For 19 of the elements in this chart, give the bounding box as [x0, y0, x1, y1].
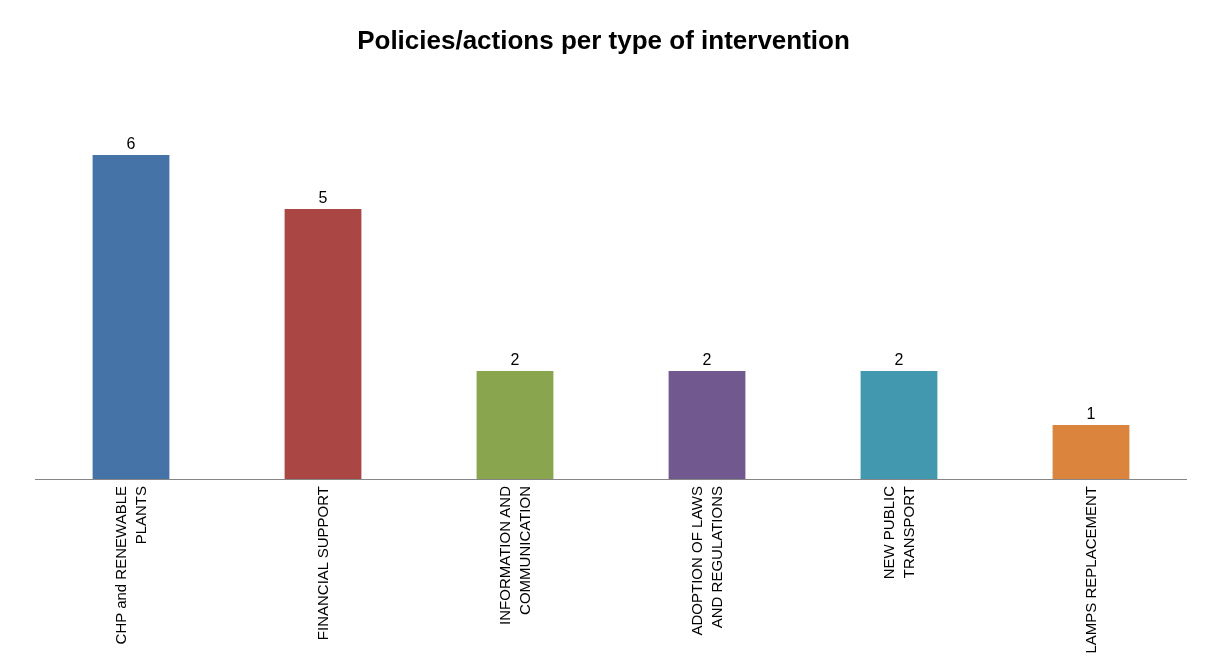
bar	[92, 155, 170, 479]
bar	[284, 209, 362, 479]
data-label: 2	[510, 351, 520, 369]
data-label: 2	[702, 351, 712, 369]
x-tick-label: ADOPTION OF LAWS AND REGULATIONS	[688, 486, 725, 636]
x-tick-label: INFORMATION AND COMMUNICATION	[496, 485, 533, 625]
data-label: 1	[1086, 405, 1096, 423]
data-label: 2	[894, 351, 904, 369]
bar	[860, 371, 938, 479]
x-tick-label: FINANCIAL SUPPORT	[313, 486, 331, 641]
chart-title: Policies/actions per type of intervention	[357, 24, 850, 55]
x-tick-label: CHP and RENEWABLE PLANTS	[112, 486, 149, 645]
bar	[476, 371, 554, 479]
x-tick-label: LAMPS REPLACEMENT	[1081, 486, 1099, 654]
x-tick-label: NEW PUBLIC TRANSPORT	[880, 485, 917, 580]
bar	[668, 371, 746, 479]
data-label: 5	[318, 189, 328, 207]
bar	[1052, 425, 1130, 479]
data-label: 6	[126, 135, 136, 153]
